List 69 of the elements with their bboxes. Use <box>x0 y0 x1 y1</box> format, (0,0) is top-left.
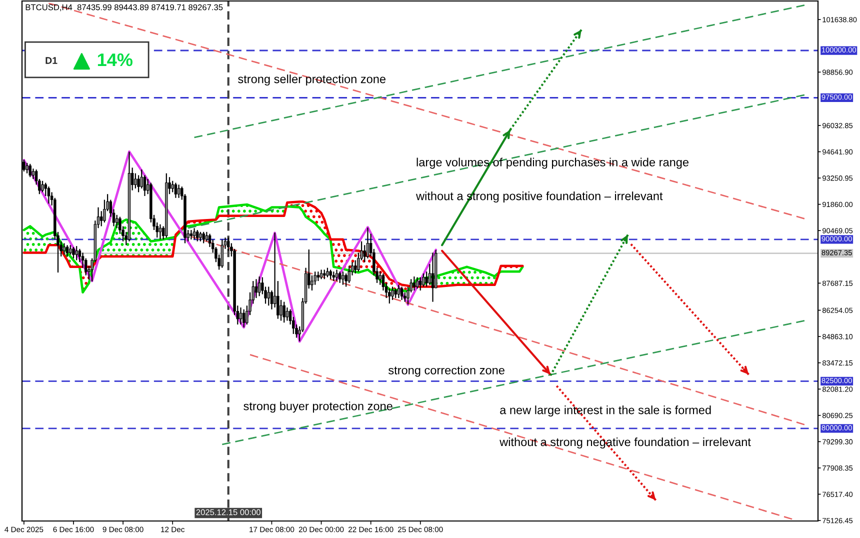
annotation: 14% <box>98 53 132 66</box>
candlestick <box>366 227 370 259</box>
candlestick <box>286 306 289 322</box>
candlestick <box>323 269 326 280</box>
candlestick <box>174 182 178 198</box>
candlestick <box>192 228 196 240</box>
candlestick <box>412 276 416 292</box>
candlestick <box>220 238 224 268</box>
candlestick <box>320 269 323 280</box>
candlestick <box>177 184 180 198</box>
candlestick <box>335 269 338 282</box>
candlestick <box>115 214 118 229</box>
annotation: a new large interest in the sale is formed <box>500 406 711 417</box>
candlestick <box>425 271 428 288</box>
candlestick <box>397 284 400 299</box>
annotation: strong correction zone <box>388 366 504 377</box>
candlestick <box>316 271 320 282</box>
candlestick <box>239 306 242 326</box>
candlestick <box>205 231 208 242</box>
candlestick <box>202 231 205 244</box>
candlestick <box>378 271 382 286</box>
candlestick <box>344 272 348 288</box>
candlestick <box>196 229 199 242</box>
candlestick <box>416 276 419 290</box>
candlestick <box>326 267 329 278</box>
candlestick <box>258 276 261 297</box>
candlestick <box>66 244 69 258</box>
candlestick <box>282 301 286 324</box>
candlestick <box>431 252 434 302</box>
candlestick <box>242 308 246 328</box>
candlestick <box>75 246 78 261</box>
candlestick <box>422 272 425 288</box>
candlestick <box>26 162 28 174</box>
candlestick <box>41 180 44 193</box>
annotation: strong buyer protection zone <box>244 402 392 413</box>
candlestick <box>137 174 140 193</box>
annotation: large volumes of pending purchases in a wide range <box>416 158 689 169</box>
candlestick <box>171 180 174 193</box>
candlestick <box>267 286 270 306</box>
annotation: D1 <box>46 57 58 64</box>
candlestick <box>363 244 366 263</box>
candlestick <box>280 299 282 322</box>
candlestick <box>332 271 336 282</box>
candlestick <box>100 210 103 227</box>
candlestick <box>254 278 258 299</box>
annotation: strong seller protection zone <box>238 74 386 86</box>
candlestick <box>419 276 422 292</box>
candlestick <box>72 246 75 259</box>
candlestick <box>62 242 66 256</box>
candlestick <box>400 286 404 300</box>
candlestick <box>354 260 357 274</box>
candlestick <box>394 288 397 299</box>
candlestick <box>329 269 332 280</box>
candlestick <box>338 271 342 284</box>
chart-title: BTCUSD,H4 87435.99 89443.89 87419.71 89267.35 <box>26 4 223 12</box>
candlestick <box>391 286 394 300</box>
candlestick <box>32 168 35 180</box>
candlestick <box>348 265 351 284</box>
ref-line-label: 2025.12.15 00:00 <box>196 509 260 516</box>
candlestick <box>199 231 202 242</box>
candlestick <box>28 163 32 178</box>
candlestick <box>47 186 50 204</box>
candlestick <box>310 274 314 292</box>
candlestick <box>134 172 137 189</box>
candlestick <box>342 271 344 286</box>
candlestick <box>428 263 432 286</box>
candlestick <box>69 244 72 256</box>
candlestick <box>140 168 143 189</box>
candlestick <box>190 229 193 240</box>
